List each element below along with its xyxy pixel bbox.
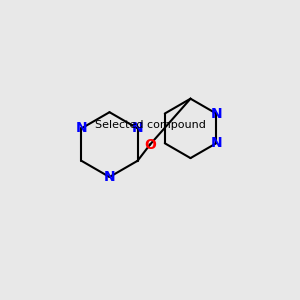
Text: N: N (132, 122, 143, 135)
Text: N: N (76, 122, 87, 135)
Text: N: N (210, 136, 222, 150)
Text: N: N (104, 170, 115, 184)
Text: N: N (210, 106, 222, 121)
Text: O: O (144, 138, 156, 152)
Text: Selected compound: Selected compound (94, 120, 206, 130)
